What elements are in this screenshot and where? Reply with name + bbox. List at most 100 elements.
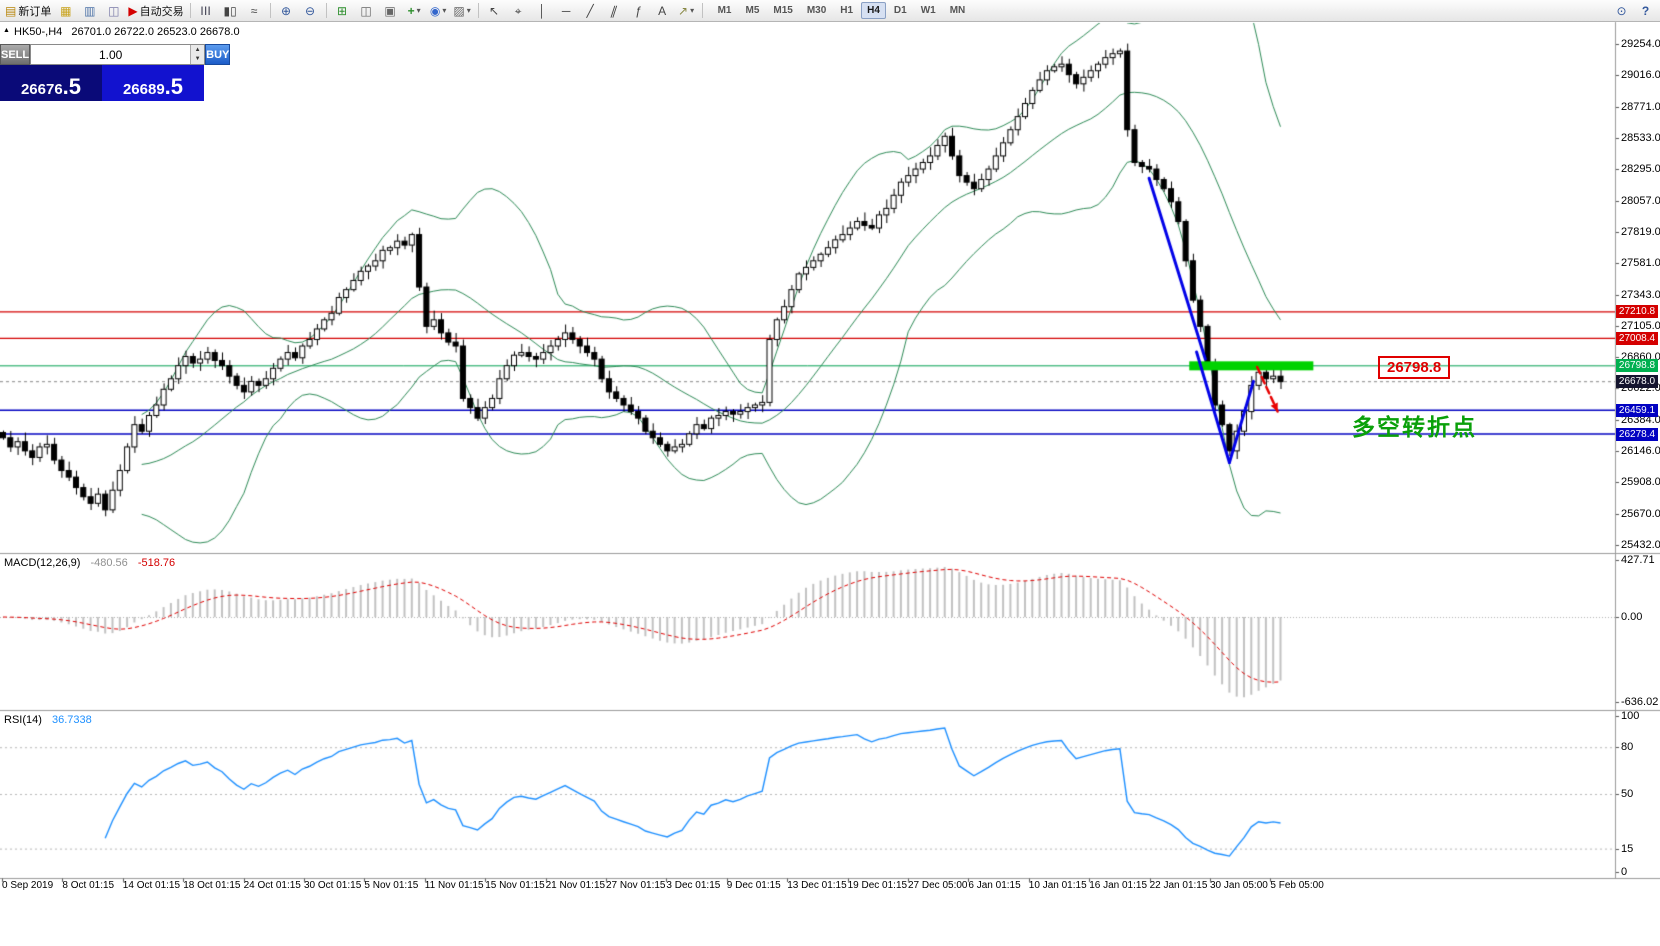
time-axis-label: 30 Jan 05:00 [1210, 880, 1268, 891]
time-axis-label: 22 Jan 01:15 [1149, 880, 1208, 891]
tile-windows-button[interactable]: ⊞ [331, 1, 354, 20]
indicators-button[interactable]: + ▾ [403, 1, 426, 20]
ohlc-info-marker[interactable]: ▲ [3, 27, 10, 34]
arrows-tool-button[interactable]: ↗ ▾ [675, 1, 698, 20]
new-order-label: 新订单 [18, 5, 52, 18]
line-chart-button[interactable]: ≈ [243, 1, 266, 20]
bar-chart-button[interactable]: ||| [195, 1, 218, 20]
macd-main-value: -480.56 [90, 557, 128, 569]
periods-icon: ◉ [429, 3, 441, 18]
auto-trading-label: 自动交易 [139, 5, 184, 18]
price-level-label[interactable]: 26798.8 [1378, 356, 1451, 379]
fibonacci-tool-button[interactable]: ƒ [627, 1, 650, 20]
sell-button[interactable]: SELL [0, 44, 31, 65]
timeframe-d1[interactable]: D1 [893, 5, 907, 16]
crosshair-icon: ⌖ [514, 3, 522, 18]
timeframe-h1[interactable]: H1 [840, 5, 854, 16]
zoom-out-icon: ⊖ [305, 3, 316, 18]
macd-name: MACD(12,26,9) [4, 557, 81, 569]
timeframe-m15[interactable]: M15 [773, 5, 793, 16]
search-button[interactable]: ⊙ [1610, 1, 1633, 20]
price-axis-label: 26146.0 [1621, 445, 1660, 458]
help-button[interactable]: ? [1634, 1, 1657, 20]
buy-price-display[interactable]: 26689 .5 [102, 65, 204, 101]
time-axis-label: 16 Jan 01:15 [1089, 880, 1148, 891]
profiles-icon: ▦ [60, 3, 72, 18]
sell-price-display[interactable]: 26676 .5 [0, 65, 102, 101]
rsi-axis[interactable]: 100 80 50 15 0 [1615, 0, 1660, 946]
macd-axis[interactable]: 427.71 0.00 -636.02 [1615, 0, 1660, 946]
timeframe-m5[interactable]: M5 [745, 5, 760, 16]
sell-price-main: 26676 [20, 81, 63, 98]
text-tool-button[interactable]: A [651, 1, 674, 20]
timeframe-m1[interactable]: M1 [717, 5, 732, 16]
time-axis[interactable]: 0 Sep 2019 8 Oct 01:15 14 Oct 01:15 18 Oct … [0, 880, 1660, 896]
indicators-icon: + [407, 3, 415, 18]
fibonacci-icon: ƒ [634, 3, 642, 18]
chevron-down-icon: ▾ [690, 6, 695, 15]
price-axis-label: 29254.0 [1621, 38, 1660, 50]
cascade-windows-icon: ◫ [360, 3, 372, 18]
zoom-in-button[interactable]: ⊕ [275, 1, 298, 20]
main-toolbar: ▤ 新订单 ▦ ▥ ◫ ▶ 自动交易 ||| ▮▯ ≈ ⊕ ⊖ ⊞ ◫ ▣ + ▾… [0, 0, 1660, 22]
time-axis-label: 18 Oct 01:15 [183, 880, 241, 891]
macd-axis-label: 427.71 [1621, 553, 1655, 566]
timeframe-m30[interactable]: M30 [806, 5, 827, 16]
candlestick-chart-button[interactable]: ▮▯ [219, 1, 242, 20]
time-axis-label: 24 Oct 01:15 [243, 880, 301, 891]
crosshair-tool-button[interactable]: ⌖ [507, 1, 530, 20]
timeframe-w1[interactable]: W1 [920, 5, 936, 16]
channel-tool-button[interactable]: ∥ [603, 1, 626, 20]
time-axis-label: 6 Jan 01:15 [968, 880, 1021, 891]
trendline-tool-button[interactable]: ╱ [579, 1, 602, 20]
price-axis-label: 25908.0 [1621, 476, 1660, 489]
auto-trading-button[interactable]: ▶ 自动交易 [126, 1, 185, 20]
market-watch-icon: ▥ [84, 3, 96, 18]
volume-increase-button[interactable]: ▲ [191, 45, 205, 55]
volume-input[interactable] [31, 45, 191, 64]
market-watch-button[interactable]: ▥ [78, 1, 101, 20]
zoom-out-button[interactable]: ⊖ [299, 1, 322, 20]
new-order-button[interactable]: ▤ 新订单 [3, 1, 53, 20]
price-axis-label: 25432.0 [1621, 539, 1660, 551]
toolbar-separator [701, 3, 703, 18]
arrange-windows-button[interactable]: ▣ [379, 1, 402, 20]
cursor-tool-button[interactable]: ↖ [483, 1, 506, 20]
text-icon: A [658, 3, 667, 18]
chevron-down-icon: ▾ [442, 6, 447, 15]
bar-chart-icon: ||| [200, 5, 212, 15]
profiles-button[interactable]: ▦ [54, 1, 77, 20]
vertical-line-icon: │ [538, 3, 546, 18]
vertical-line-tool-button[interactable]: │ [531, 1, 554, 20]
timeframe-mn[interactable]: MN [949, 5, 966, 16]
data-window-icon: ◫ [108, 3, 120, 18]
channel-icon: ∥ [608, 3, 620, 18]
data-window-button[interactable]: ◫ [102, 1, 125, 20]
price-axis[interactable]: 29254.0 29016.0 28771.0 28533.0 28295.0 28057… [1615, 0, 1660, 946]
time-axis-label: 13 Dec 01:15 [787, 880, 847, 891]
price-axis-label: 29016.0 [1621, 69, 1660, 82]
price-axis-label: 27819.0 [1621, 225, 1660, 238]
timeframe-h4[interactable]: H4 [861, 2, 886, 19]
price-axis-label: 28057.0 [1621, 194, 1660, 207]
cursor-icon: ↖ [489, 3, 500, 18]
rsi-label: RSI(14) 36.7338 [4, 714, 92, 726]
rsi-axis-label: 80 [1621, 741, 1634, 754]
candlestick-chart-icon: ▮▯ [223, 3, 237, 18]
macd-axis-label: -636.02 [1621, 695, 1659, 708]
templates-button[interactable]: ▨ ▾ [451, 1, 474, 20]
chevron-down-icon: ▾ [466, 6, 471, 15]
buy-button[interactable]: BUY [205, 44, 231, 65]
one-click-trading-panel: SELL ▲ ▼ BUY 26676 .5 26689 .5 [0, 44, 231, 101]
search-icon: ⊙ [1616, 3, 1627, 18]
periods-button[interactable]: ◉ ▾ [427, 1, 450, 20]
auto-trading-icon: ▶ [128, 3, 138, 18]
time-axis-label: 8 Oct 01:15 [62, 880, 115, 891]
symbol-period-label: HK50-,H4 [14, 26, 63, 38]
volume-decrease-button[interactable]: ▼ [191, 54, 205, 64]
cascade-windows-button[interactable]: ◫ [355, 1, 378, 20]
price-axis-label: 25670.0 [1621, 507, 1660, 520]
horizontal-line-tool-button[interactable]: ─ [555, 1, 578, 20]
toolbar-separator [189, 3, 191, 18]
